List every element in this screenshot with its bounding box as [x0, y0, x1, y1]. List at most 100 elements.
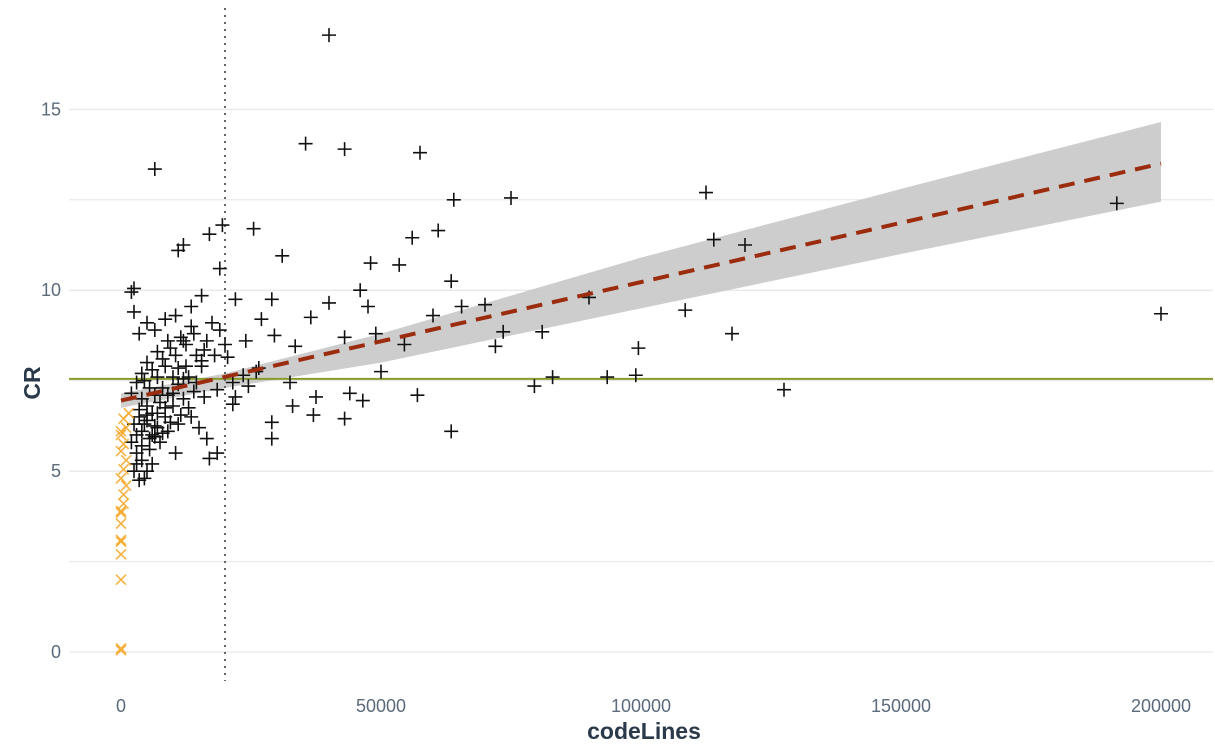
plus-point	[600, 370, 615, 385]
plus-point	[241, 379, 256, 394]
plus-point	[288, 339, 303, 354]
x-point	[118, 438, 130, 450]
plus-point	[283, 375, 297, 390]
plus-point	[303, 310, 318, 325]
regression-line	[120, 161, 1162, 403]
plus-point	[215, 218, 230, 233]
plus-point	[155, 426, 170, 441]
plus-point	[140, 315, 154, 330]
plus-point	[431, 223, 446, 238]
plus-point	[306, 408, 321, 423]
plus-point	[160, 333, 175, 348]
plus-point	[488, 339, 503, 354]
x-point	[115, 507, 127, 519]
plus-point	[275, 248, 290, 263]
confidence-band-layer	[121, 121, 1161, 408]
plus-point	[631, 341, 646, 356]
plus-point	[202, 451, 217, 466]
plus-point	[355, 393, 370, 408]
plus-point	[137, 373, 152, 388]
plus-point	[444, 274, 459, 289]
plus-point	[145, 456, 160, 471]
plus-point	[363, 256, 378, 271]
x-point	[115, 548, 127, 560]
x-point	[115, 425, 127, 437]
x-point	[115, 536, 127, 548]
plus-point	[134, 391, 149, 406]
plus-point	[134, 366, 149, 381]
plus-point	[706, 232, 721, 247]
plus-point	[444, 424, 459, 439]
plus-point	[1109, 196, 1124, 211]
plus-point	[212, 323, 227, 338]
plus-point	[155, 351, 170, 366]
x-point	[115, 644, 127, 656]
plus-point	[199, 333, 214, 348]
plus-point	[186, 384, 201, 399]
plus-point	[426, 308, 440, 323]
plus-point	[264, 431, 279, 446]
plus-point	[342, 386, 357, 401]
plus-point	[184, 319, 199, 334]
x-point	[115, 518, 127, 530]
plus-point	[181, 400, 196, 415]
x-point	[115, 642, 127, 655]
x-point	[120, 480, 132, 492]
plus-point	[158, 312, 173, 327]
plus-point	[166, 399, 180, 414]
regression-line-layer	[120, 161, 1162, 403]
plus-point	[179, 359, 193, 374]
plus-point	[132, 473, 147, 488]
plus-point	[127, 304, 141, 319]
x-point	[123, 407, 135, 419]
plus-point	[158, 359, 173, 374]
plus-point	[220, 350, 235, 365]
plus-point	[145, 427, 160, 442]
plus-point	[225, 375, 240, 390]
plus-point	[337, 330, 352, 345]
plus-point	[140, 408, 154, 423]
x-point	[118, 489, 130, 501]
plus-point	[210, 382, 225, 397]
plus-point	[168, 348, 183, 363]
x-axis-title: codeLines	[587, 718, 701, 744]
plus-point	[140, 355, 154, 370]
plus-point	[129, 375, 144, 390]
x-tick-label: 0	[116, 696, 126, 716]
plus-point	[207, 348, 222, 363]
plus-point	[147, 162, 162, 177]
plus-point	[322, 295, 336, 310]
plus-point	[285, 399, 300, 414]
plus-point	[147, 323, 162, 338]
plus-point	[210, 446, 225, 461]
x-point	[115, 429, 127, 441]
plus-point	[176, 391, 191, 406]
plus-point	[150, 406, 165, 421]
confidence-band	[121, 121, 1161, 408]
x-point	[115, 534, 127, 546]
plus-point	[132, 402, 147, 417]
x-tick-label: 50000	[356, 696, 406, 716]
plus-point	[176, 371, 191, 386]
plus-point	[184, 409, 199, 424]
plus-point	[173, 330, 188, 345]
data-points	[115, 28, 1168, 656]
plus-point	[134, 453, 149, 468]
plus-point	[124, 435, 139, 450]
plus-point	[368, 326, 383, 341]
plus-point	[322, 28, 336, 43]
plus-point	[264, 415, 279, 430]
plus-point	[628, 368, 643, 383]
x-tick-label: 150000	[871, 696, 931, 716]
plus-point	[150, 344, 165, 359]
plus-point	[361, 299, 375, 314]
plus-point	[212, 261, 227, 276]
plus-point	[337, 411, 352, 426]
y-tick-label: 10	[41, 280, 61, 300]
plus-point	[166, 370, 180, 385]
tick-labels: 0 50000 100000 150000 200000 0 5 10 15	[41, 99, 1191, 716]
plus-point	[186, 326, 201, 341]
x-tick-label: 200000	[1131, 696, 1191, 716]
